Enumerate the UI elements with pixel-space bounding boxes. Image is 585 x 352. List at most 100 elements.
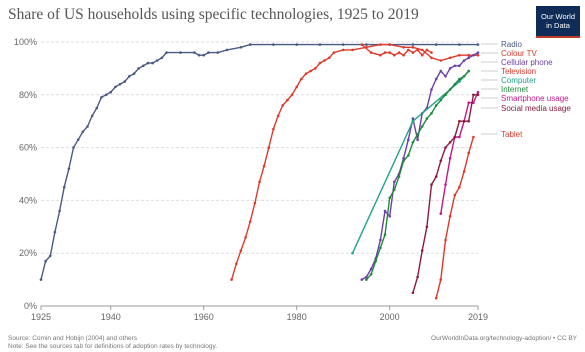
- data-point-radio[interactable]: [216, 51, 219, 54]
- data-point-cellular-phone[interactable]: [365, 275, 368, 279]
- data-point-internet[interactable]: [453, 82, 457, 86]
- data-point-social-media-usage[interactable]: [444, 146, 447, 149]
- data-point-internet[interactable]: [393, 188, 396, 192]
- data-point-internet[interactable]: [374, 259, 378, 263]
- series-television[interactable]: [360, 43, 433, 57]
- data-point-radio[interactable]: [137, 67, 140, 70]
- data-point-cellular-phone[interactable]: [453, 64, 457, 68]
- data-point-colour-tv[interactable]: [239, 249, 243, 252]
- data-point-colour-tv[interactable]: [430, 56, 433, 60]
- data-point-radio[interactable]: [207, 51, 210, 54]
- series-colour-tv[interactable]: [230, 43, 480, 281]
- data-point-television[interactable]: [388, 51, 392, 54]
- data-point-colour-tv[interactable]: [262, 164, 266, 168]
- data-point-colour-tv[interactable]: [304, 72, 308, 75]
- data-point-radio[interactable]: [76, 138, 80, 141]
- data-point-social-media-usage[interactable]: [458, 119, 461, 123]
- data-point-colour-tv[interactable]: [290, 93, 294, 97]
- data-point-social-media-usage[interactable]: [434, 175, 438, 178]
- series-line-internet[interactable]: [365, 70, 470, 281]
- data-point-cellular-phone[interactable]: [439, 69, 443, 73]
- series-line-cellular-phone[interactable]: [361, 51, 479, 281]
- data-point-social-media-usage[interactable]: [430, 183, 433, 186]
- data-point-radio[interactable]: [248, 43, 252, 46]
- data-point-colour-tv[interactable]: [388, 43, 392, 46]
- data-point-colour-tv[interactable]: [341, 48, 345, 52]
- data-point-tablet[interactable]: [462, 170, 466, 173]
- data-point-colour-tv[interactable]: [244, 236, 247, 239]
- data-point-internet[interactable]: [439, 98, 443, 102]
- data-point-cellular-phone[interactable]: [458, 64, 461, 68]
- data-point-colour-tv[interactable]: [476, 53, 480, 57]
- data-point-colour-tv[interactable]: [314, 67, 317, 70]
- data-point-cellular-phone[interactable]: [444, 75, 447, 78]
- data-point-internet[interactable]: [467, 69, 471, 73]
- data-point-radio[interactable]: [142, 64, 145, 68]
- data-point-internet[interactable]: [416, 133, 419, 136]
- data-point-colour-tv[interactable]: [258, 180, 261, 184]
- data-point-internet[interactable]: [402, 159, 405, 163]
- data-point-radio[interactable]: [109, 90, 112, 94]
- data-point-internet[interactable]: [407, 154, 410, 157]
- data-point-radio[interactable]: [62, 185, 66, 189]
- data-point-television[interactable]: [393, 53, 396, 57]
- data-point-colour-tv[interactable]: [309, 69, 312, 73]
- data-point-cellular-phone[interactable]: [472, 53, 475, 57]
- data-point-radio[interactable]: [86, 125, 89, 128]
- data-point-cellular-phone[interactable]: [393, 180, 396, 184]
- data-point-radio[interactable]: [225, 48, 229, 52]
- data-point-radio[interactable]: [58, 209, 61, 213]
- data-point-tablet[interactable]: [472, 135, 475, 139]
- series-line-radio[interactable]: [40, 43, 478, 280]
- data-point-radio[interactable]: [458, 43, 461, 46]
- data-point-cellular-phone[interactable]: [448, 67, 452, 70]
- data-point-television[interactable]: [397, 51, 401, 54]
- data-point-internet[interactable]: [388, 196, 392, 200]
- data-point-smartphone-usage[interactable]: [476, 90, 480, 94]
- data-point-internet[interactable]: [379, 246, 382, 250]
- data-point-radio[interactable]: [118, 82, 122, 86]
- data-point-radio[interactable]: [114, 85, 117, 89]
- data-point-internet[interactable]: [383, 233, 387, 236]
- data-point-colour-tv[interactable]: [272, 127, 275, 131]
- series-computer[interactable]: [351, 69, 471, 255]
- legend-label-internet[interactable]: Internet: [501, 85, 529, 94]
- data-point-internet[interactable]: [448, 88, 452, 91]
- data-point-cellular-phone[interactable]: [467, 56, 471, 60]
- data-point-colour-tv[interactable]: [286, 98, 289, 102]
- data-point-colour-tv[interactable]: [327, 56, 331, 60]
- series-smartphone-usage[interactable]: [439, 90, 480, 215]
- data-point-colour-tv[interactable]: [402, 46, 405, 49]
- data-point-cellular-phone[interactable]: [476, 51, 480, 54]
- data-point-internet[interactable]: [411, 141, 415, 144]
- data-point-social-media-usage[interactable]: [472, 93, 475, 97]
- data-point-cellular-phone[interactable]: [411, 117, 415, 120]
- data-point-internet[interactable]: [420, 125, 424, 128]
- data-point-radio[interactable]: [123, 80, 126, 83]
- data-point-computer[interactable]: [411, 119, 415, 123]
- data-point-television[interactable]: [411, 51, 415, 54]
- data-point-colour-tv[interactable]: [276, 114, 280, 118]
- data-point-smartphone-usage[interactable]: [448, 156, 452, 160]
- data-point-radio[interactable]: [128, 75, 131, 78]
- data-point-social-media-usage[interactable]: [425, 225, 429, 229]
- data-point-social-media-usage[interactable]: [476, 93, 480, 97]
- data-point-television[interactable]: [425, 48, 429, 52]
- data-point-colour-tv[interactable]: [439, 59, 443, 62]
- data-point-colour-tv[interactable]: [295, 85, 299, 89]
- data-point-smartphone-usage[interactable]: [458, 135, 461, 139]
- data-point-radio[interactable]: [67, 167, 71, 170]
- data-point-cellular-phone[interactable]: [402, 156, 405, 160]
- series-line-smartphone-usage[interactable]: [440, 91, 479, 214]
- data-point-radio[interactable]: [179, 51, 182, 54]
- data-point-colour-tv[interactable]: [230, 278, 233, 281]
- data-point-colour-tv[interactable]: [411, 46, 415, 49]
- data-point-radio[interactable]: [90, 114, 94, 118]
- data-point-cellular-phone[interactable]: [360, 278, 364, 281]
- data-point-tablet[interactable]: [444, 238, 447, 242]
- owid-logo[interactable]: Our World in Data: [536, 6, 580, 38]
- data-point-radio[interactable]: [318, 43, 322, 46]
- series-tablet[interactable]: [434, 135, 475, 300]
- data-point-radio[interactable]: [165, 51, 168, 54]
- data-point-radio[interactable]: [365, 43, 368, 46]
